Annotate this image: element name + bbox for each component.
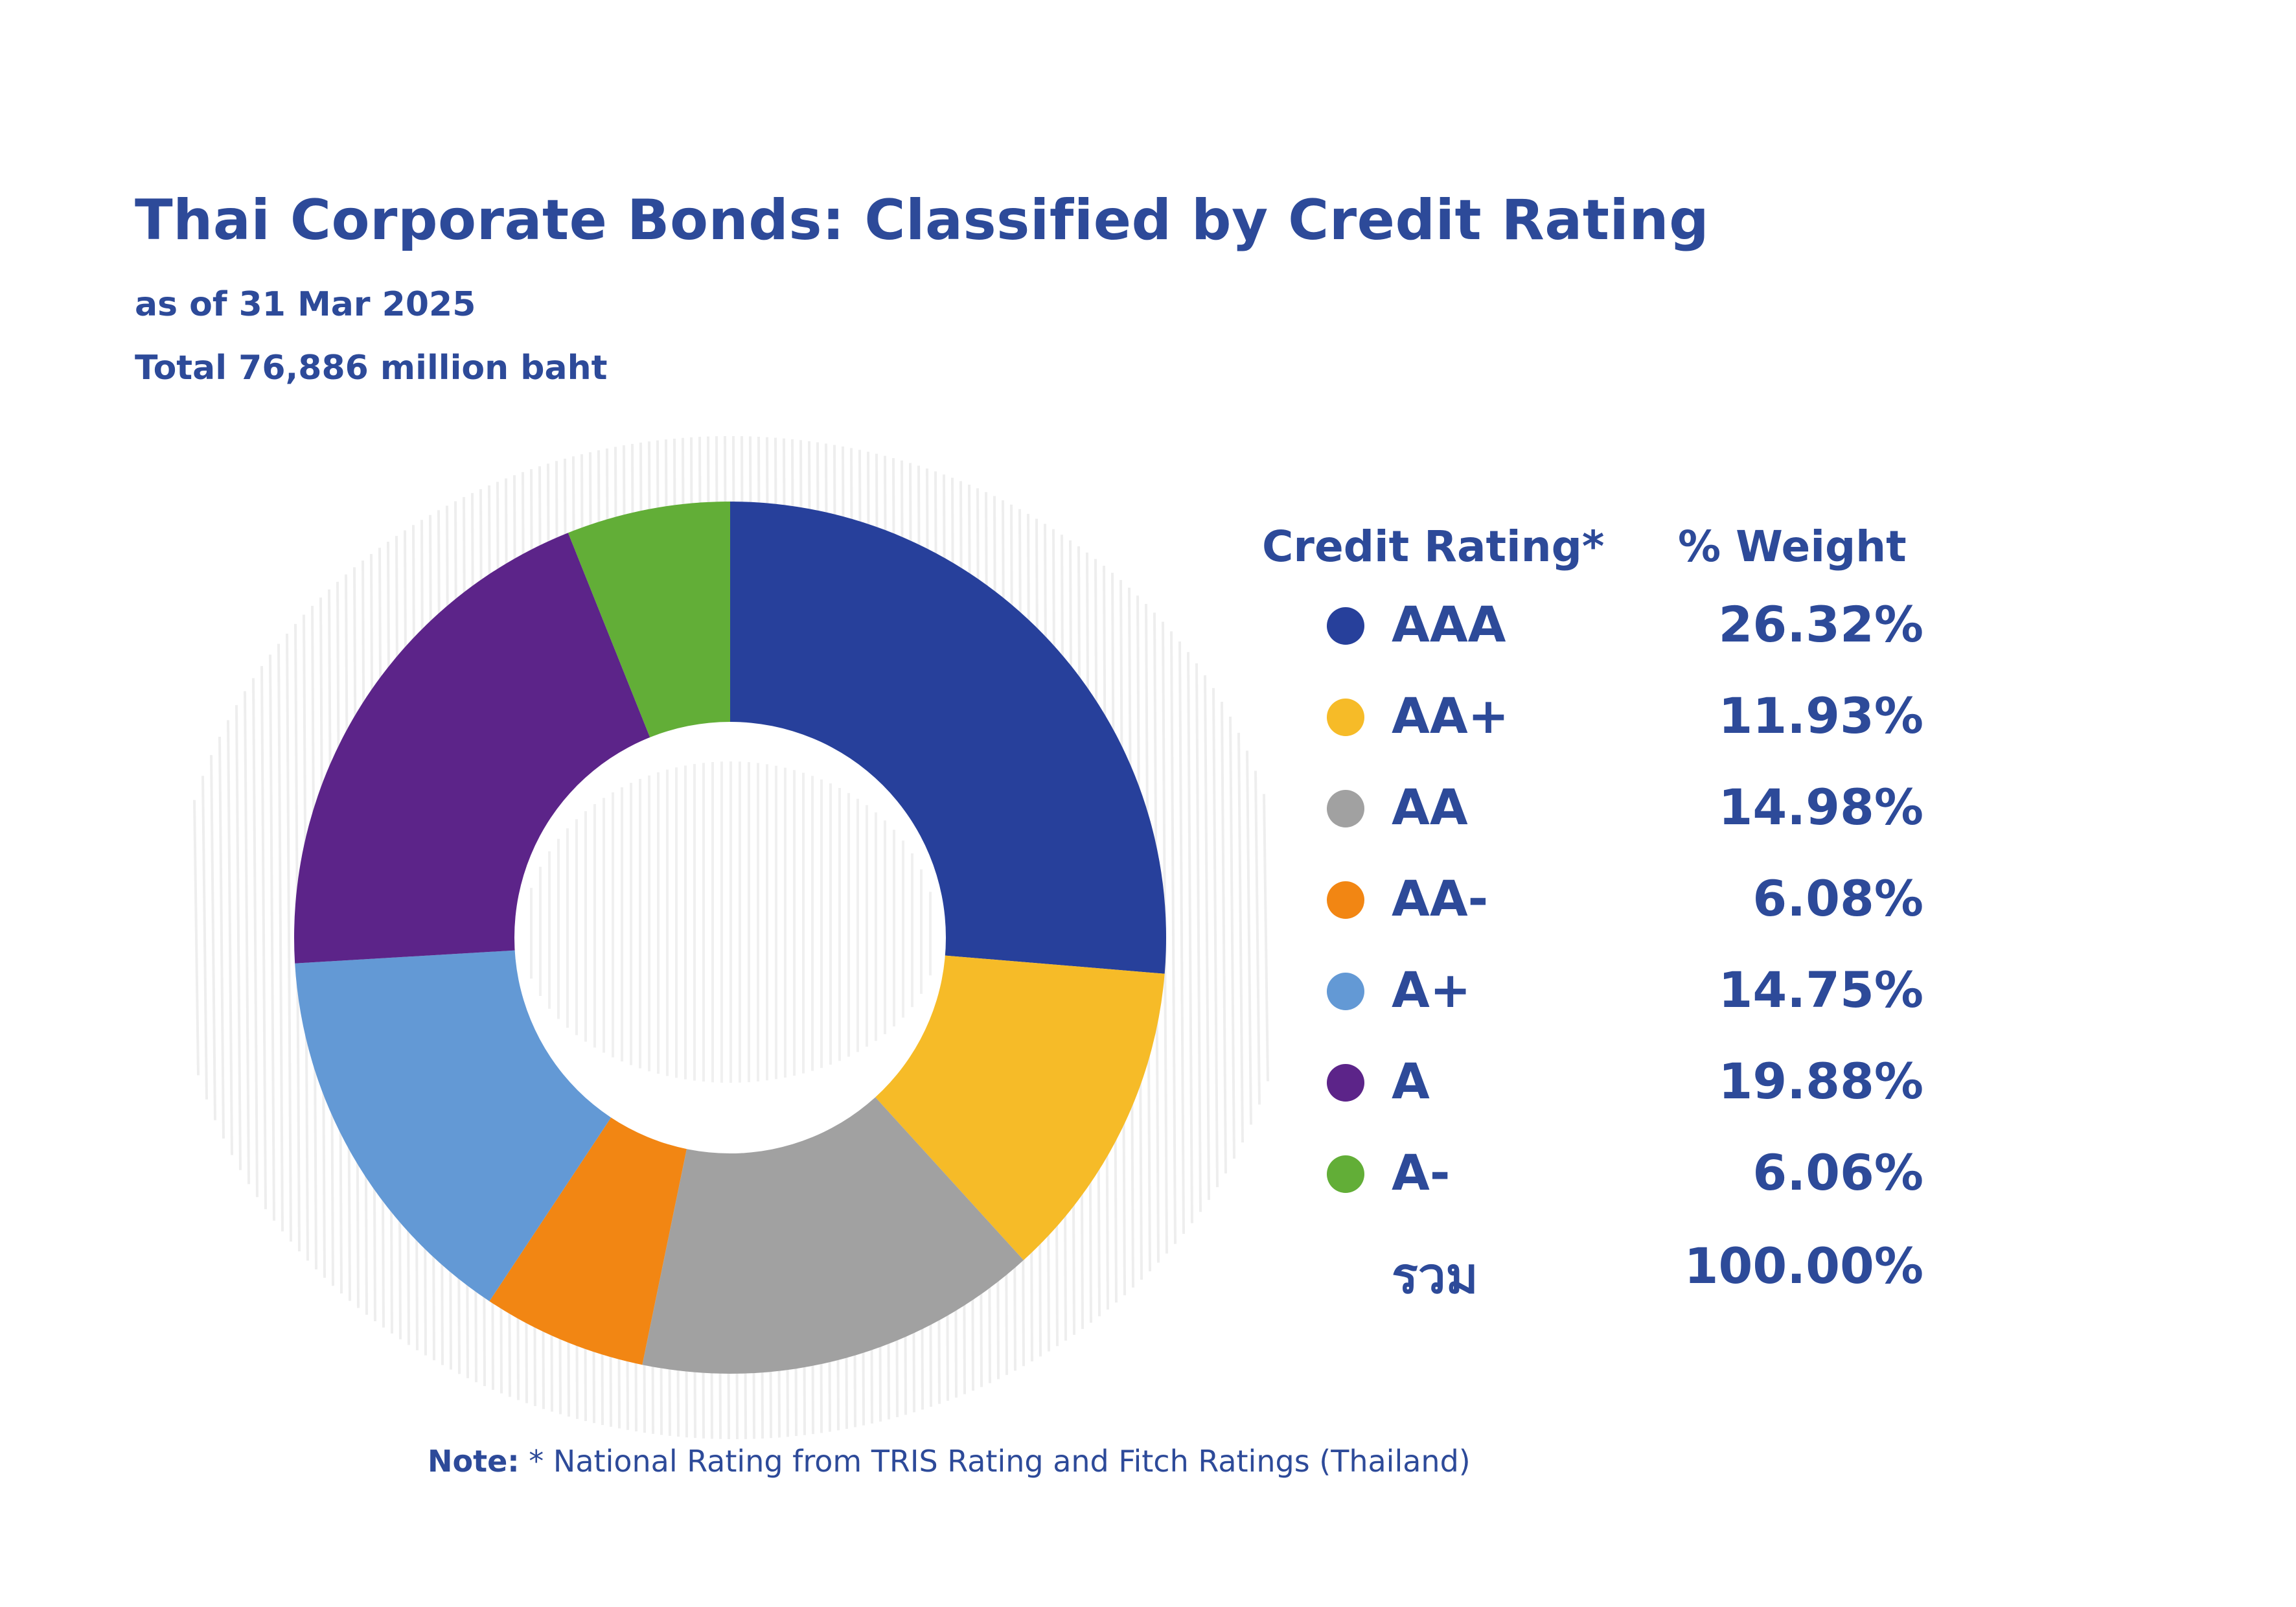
globe-hatch-line — [286, 633, 292, 1242]
legend-label: AA — [1392, 778, 1468, 836]
legend-value: 14.75% — [1718, 961, 1923, 1019]
total-label: รวม — [1392, 1247, 1478, 1304]
legend-value: 19.88% — [1718, 1052, 1923, 1110]
legend-row: AA 14.98% — [0, 776, 2296, 840]
globe-hatch-line — [210, 755, 216, 1120]
legend-row: A 19.88% — [0, 1050, 2296, 1115]
globe-hatch-line — [1195, 663, 1202, 1212]
legend-row: A+ 14.75% — [0, 958, 2296, 1023]
legend-label: A — [1392, 1052, 1430, 1110]
legend-label: AA- — [1392, 870, 1489, 927]
globe-hatch-line — [1212, 688, 1219, 1188]
legend-swatch — [1327, 607, 1364, 645]
globe-hatch-line — [1237, 732, 1244, 1143]
globe-hatch-line — [193, 800, 200, 1076]
column-header-weight: % Weight — [1678, 522, 1907, 572]
note-text: * National Rating from TRIS Rating and F… — [519, 1444, 1471, 1479]
legend-swatch — [1327, 881, 1364, 919]
legend-value: 11.93% — [1718, 687, 1923, 745]
legend-swatch — [1327, 1064, 1364, 1102]
legend-value: 6.06% — [1752, 1144, 1923, 1201]
globe-hatch-line — [277, 643, 284, 1232]
legend-label: AA+ — [1392, 687, 1510, 745]
total-value: 100.00% — [1684, 1237, 1923, 1295]
column-header-rating: Credit Rating* — [1262, 522, 1605, 572]
legend-swatch — [1327, 699, 1364, 736]
legend-label: A+ — [1392, 961, 1471, 1019]
legend-row: AAA 26.32% — [0, 593, 2296, 658]
hole-texture — [530, 761, 932, 1083]
total-amount: Total 76,886 million baht — [135, 349, 608, 387]
globe-hatch-line — [201, 776, 208, 1100]
globe-hatch-line — [1178, 641, 1185, 1234]
legend-swatch — [1327, 973, 1364, 1010]
globe-hatch-line — [218, 736, 225, 1139]
globe-hatch-line — [269, 654, 275, 1221]
globe-hatch-line — [1229, 716, 1235, 1159]
globe-hatch-line — [1187, 652, 1193, 1223]
footnote: Note: * National Rating from TRIS Rating… — [428, 1444, 1471, 1479]
legend-row: A- 6.06% — [0, 1141, 2296, 1206]
legend-value: 14.98% — [1718, 778, 1923, 836]
globe-hatch-line — [244, 691, 250, 1185]
as-of-date: as of 31 Mar 2025 — [135, 285, 476, 324]
globe-hatch-line — [1221, 702, 1227, 1173]
globe-hatch-line — [1170, 631, 1177, 1244]
legend-value: 26.32% — [1718, 595, 1923, 653]
chart-title: Thai Corporate Bonds: Classified by Cred… — [135, 188, 1710, 253]
note-prefix: Note: — [428, 1444, 520, 1479]
globe-hatch-line — [227, 720, 233, 1155]
legend-value: 6.08% — [1752, 870, 1923, 927]
total-row: รวม 100.00% — [0, 1234, 2296, 1304]
globe-hatch-line — [1254, 770, 1261, 1105]
globe-hatch-line — [1246, 750, 1252, 1125]
globe-hatch-line — [260, 665, 267, 1210]
legend-swatch — [1327, 1155, 1364, 1193]
legend-row: AA+ 11.93% — [0, 684, 2296, 749]
globe-hatch-line — [1204, 675, 1210, 1200]
legend-swatch — [1327, 790, 1364, 827]
globe-hatch-line — [252, 678, 258, 1197]
globe-hatch-line — [1263, 794, 1269, 1081]
legend-label: A- — [1392, 1144, 1451, 1201]
globe-hatch-line — [235, 705, 242, 1170]
legend-label: AAA — [1392, 595, 1506, 653]
legend-row: AA- 6.08% — [0, 867, 2296, 932]
